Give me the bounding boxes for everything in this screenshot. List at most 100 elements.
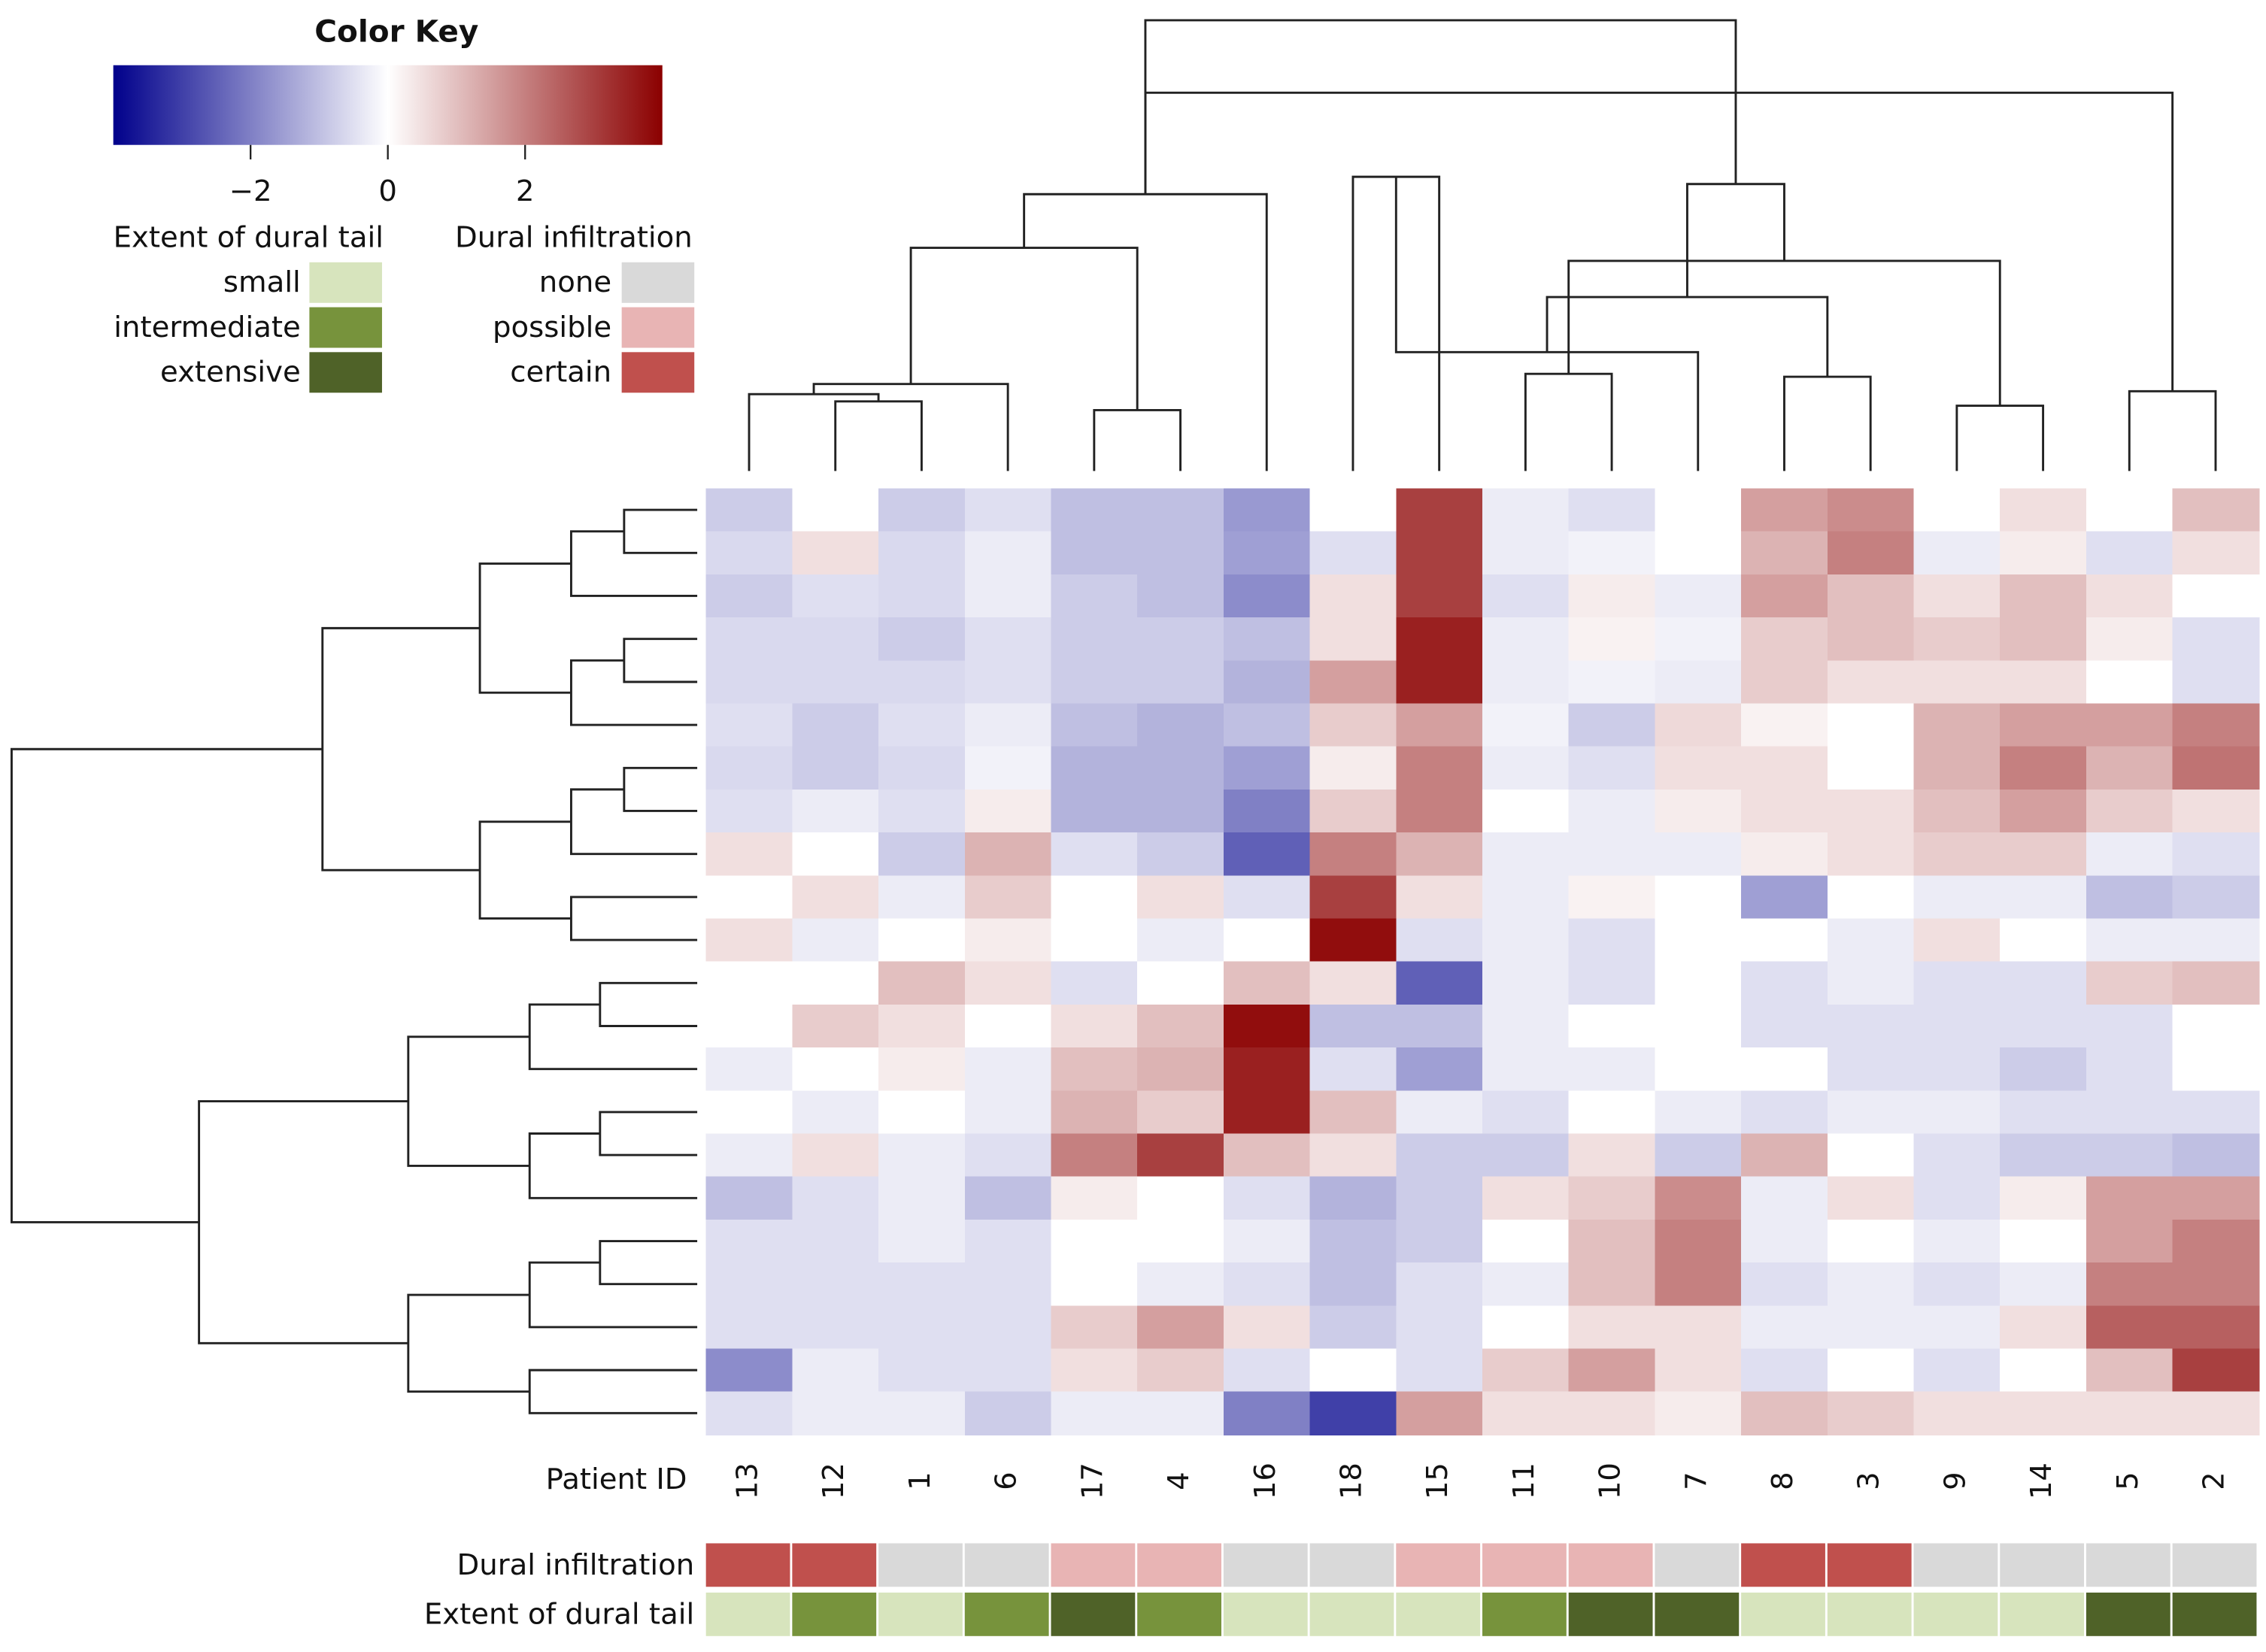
legend-label: extensive [160,356,301,390]
annotation-cell [878,1592,963,1636]
heatmap-cell [705,1133,793,1178]
heatmap-cell [1309,1047,1397,1092]
heatmap-cell [964,1391,1052,1436]
heatmap-cell [2000,961,2088,1006]
heatmap-cell [964,1262,1052,1307]
heatmap-cell [878,1133,966,1178]
heatmap-cell [1051,746,1139,791]
heatmap-cell [1482,832,1570,877]
heatmap-cell [1137,918,1225,962]
heatmap-cell [1309,488,1397,532]
heatmap-cell [1482,1305,1570,1350]
heatmap-cell [1913,1133,2001,1178]
heatmap-cell [792,789,880,834]
column-dendrogram [1546,296,1829,377]
heatmap-cell [1051,1047,1139,1092]
heatmap-cell [792,918,880,962]
column-label: 14 [2025,1463,2058,1499]
heatmap-cell [1309,1305,1397,1350]
heatmap-cell [1741,918,1828,962]
heatmap-cell [2172,1004,2260,1049]
heatmap-cell [1482,746,1570,791]
heatmap-cell [964,1047,1052,1092]
annotation-cell [2172,1592,2257,1636]
heatmap-cell [1396,1047,1484,1092]
heatmap-cell [1827,746,1915,791]
heatmap-cell [2000,1348,2088,1393]
row-dendrogram [623,508,698,554]
column-dendrogram [748,393,880,471]
heatmap-cell [1568,1219,1656,1264]
heatmap-cell [964,1305,1052,1350]
annotation-cell [1827,1592,1912,1636]
heatmap-cell [705,832,793,877]
heatmap-cell [1655,574,1743,619]
heatmap-cell [2086,660,2173,705]
heatmap-cell [1568,1133,1656,1178]
heatmap-cell [1482,1348,1570,1393]
heatmap-cell [1741,531,1828,576]
column-dendrogram [909,247,1139,411]
annotation-cell [705,1592,790,1636]
heatmap-cell [1396,746,1484,791]
heatmap-cell [1913,703,2001,747]
heatmap-cell [1655,488,1743,532]
heatmap-cell [1655,1262,1743,1307]
heatmap-cell [1223,746,1311,791]
row-dendrogram [407,1035,530,1167]
heatmap-cell [1568,1262,1656,1307]
heatmap-cell [1482,531,1570,576]
heatmap-cell [792,1391,880,1436]
heatmap-cell [1309,918,1397,962]
heatmap-cell [964,1133,1052,1178]
heatmap-cell [2000,531,2088,576]
row-dendrogram [478,562,572,694]
heatmap-cell [705,746,793,791]
heatmap-cell [1741,746,1828,791]
heatmap-cell [705,875,793,920]
heatmap-cell [2000,703,2088,747]
heatmap-cell [705,1305,793,1350]
heatmap-cell [878,746,966,791]
column-label: 16 [1248,1463,1282,1499]
heatmap-cell [705,1262,793,1307]
heatmap-cell [1913,1047,2001,1092]
row-dendrogram [599,981,698,1027]
heatmap-cell [2000,1004,2088,1049]
row-dendrogram [321,626,481,871]
heatmap-cell [1223,574,1311,619]
heatmap-cell [1137,1348,1225,1393]
annotation-cell [1482,1592,1567,1636]
heatmap-cell [1482,574,1570,619]
heatmap-cell [1741,1305,1828,1350]
row-dendrogram [599,1240,698,1286]
heatmap-cell [964,1348,1052,1393]
annotation-cell [964,1592,1049,1636]
heatmap-cell [1741,875,1828,920]
heatmap-cell [1051,488,1139,532]
heatmap-cell [1309,660,1397,705]
heatmap-cell [1309,1391,1397,1436]
heatmap-cell [964,1004,1052,1049]
heatmap-cell [2000,1305,2088,1350]
heatmap-cell [964,746,1052,791]
heatmap-cell [1482,1047,1570,1092]
heatmap-cell [878,488,966,532]
heatmap-cell [1137,1262,1225,1307]
heatmap-cell [1482,660,1570,705]
column-dendrogram [2128,390,2217,471]
heatmap-cell [2086,832,2173,877]
heatmap-cell [705,918,793,962]
heatmap-cell [1137,617,1225,662]
heatmap-cell [1913,789,2001,834]
annotation-cell [1137,1543,1221,1587]
heatmap-cell [1309,746,1397,791]
heatmap-cell [1913,832,2001,877]
heatmap-cell [1568,746,1656,791]
heatmap-cell [1655,1219,1743,1264]
annotation-cell [1827,1543,1912,1587]
row-dendrogram [623,766,698,812]
heatmap-cell [1223,1262,1311,1307]
heatmap-cell [1309,1219,1397,1264]
heatmap-cell [1051,1305,1139,1350]
